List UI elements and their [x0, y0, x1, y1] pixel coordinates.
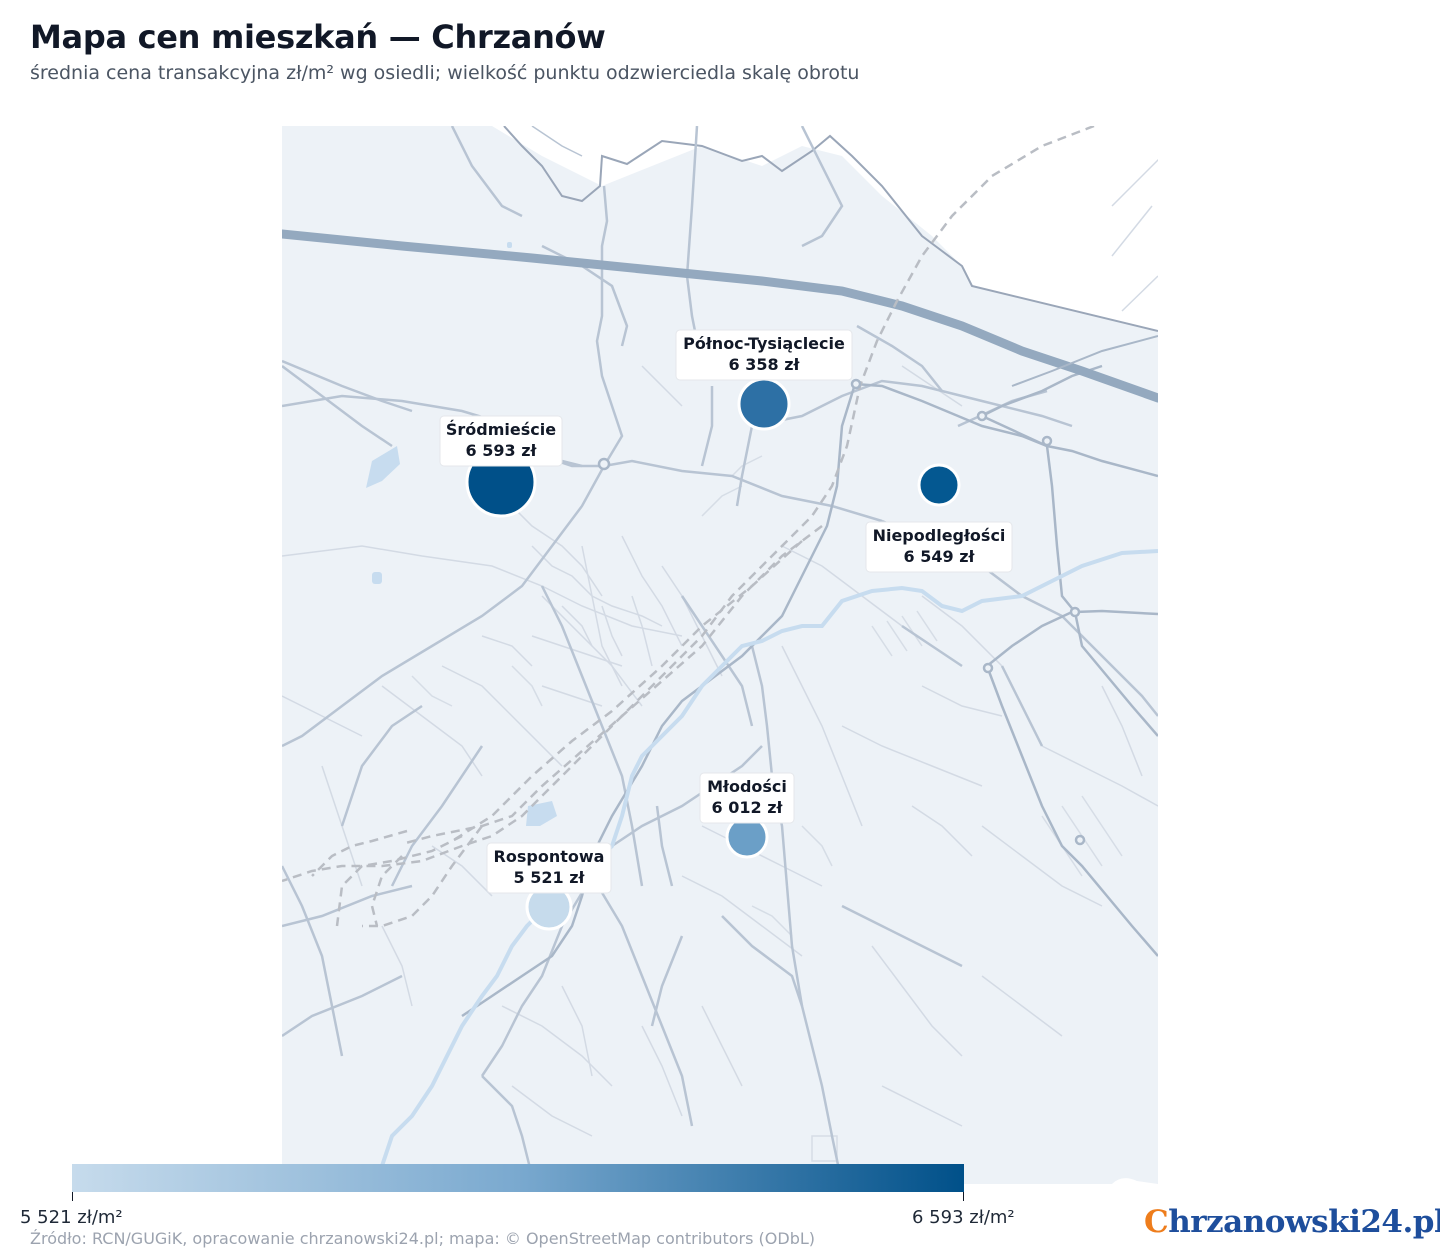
district-price: 5 521 zł — [514, 868, 586, 887]
outside-area — [492, 126, 1158, 331]
district-label-box — [486, 842, 612, 894]
railway — [282, 126, 1095, 928]
district-label-box — [865, 521, 1013, 573]
source-note: Źródło: RCN/GUGiK, opracowanie chrzanows… — [30, 1229, 816, 1248]
brand-logo-initial: C — [1144, 1204, 1169, 1240]
secondary-roads — [461, 364, 1158, 1018]
colorbar-max-tick — [963, 1192, 964, 1201]
district-price: 6 593 zł — [466, 441, 538, 460]
roundabouts — [597, 378, 1086, 846]
district-price: 6 549 zł — [904, 547, 976, 566]
colorbar-min-tick — [72, 1192, 73, 1201]
district-name: Niepodległości — [873, 526, 1006, 545]
motorway — [282, 229, 1158, 403]
district-name: Rospontowa — [494, 847, 605, 866]
water-bodies — [366, 242, 557, 826]
city-map[interactable]: Północ-Tysiąclecie 6 358 zł Śródmieście 6 5… — [282, 126, 1158, 1184]
price-colorbar — [72, 1164, 964, 1192]
district-label-box — [699, 772, 795, 824]
brand-logo[interactable]: Chrzanowski24.pl — [1144, 1204, 1440, 1240]
district-marker[interactable] — [917, 463, 961, 507]
district-name: Śródmieście — [446, 420, 556, 439]
brand-logo-rest: hrzanowski24.pl — [1168, 1204, 1440, 1240]
district-price: 6 358 zł — [729, 355, 801, 374]
page-title: Mapa cen mieszkań — Chrzanów — [30, 18, 606, 56]
district-price: 6 012 zł — [712, 798, 784, 817]
colorbar-max-label: 6 593 zł/m² — [912, 1207, 1015, 1228]
district-name: Północ-Tysiąclecie — [683, 334, 845, 353]
district-label-box — [439, 415, 563, 467]
page-subtitle: średnia cena transakcyjna zł/m² wg osied… — [30, 62, 860, 84]
district-name: Młodości — [707, 777, 787, 796]
colorbar-min-label: 5 521 zł/m² — [20, 1207, 123, 1228]
district-markers[interactable]: Północ-Tysiąclecie 6 358 zł Śródmieście 6 5… — [439, 329, 1013, 931]
river — [375, 549, 1158, 1184]
district-label-box — [675, 329, 853, 381]
municipal-boundary — [503, 126, 1158, 332]
district-marker[interactable] — [737, 377, 791, 431]
